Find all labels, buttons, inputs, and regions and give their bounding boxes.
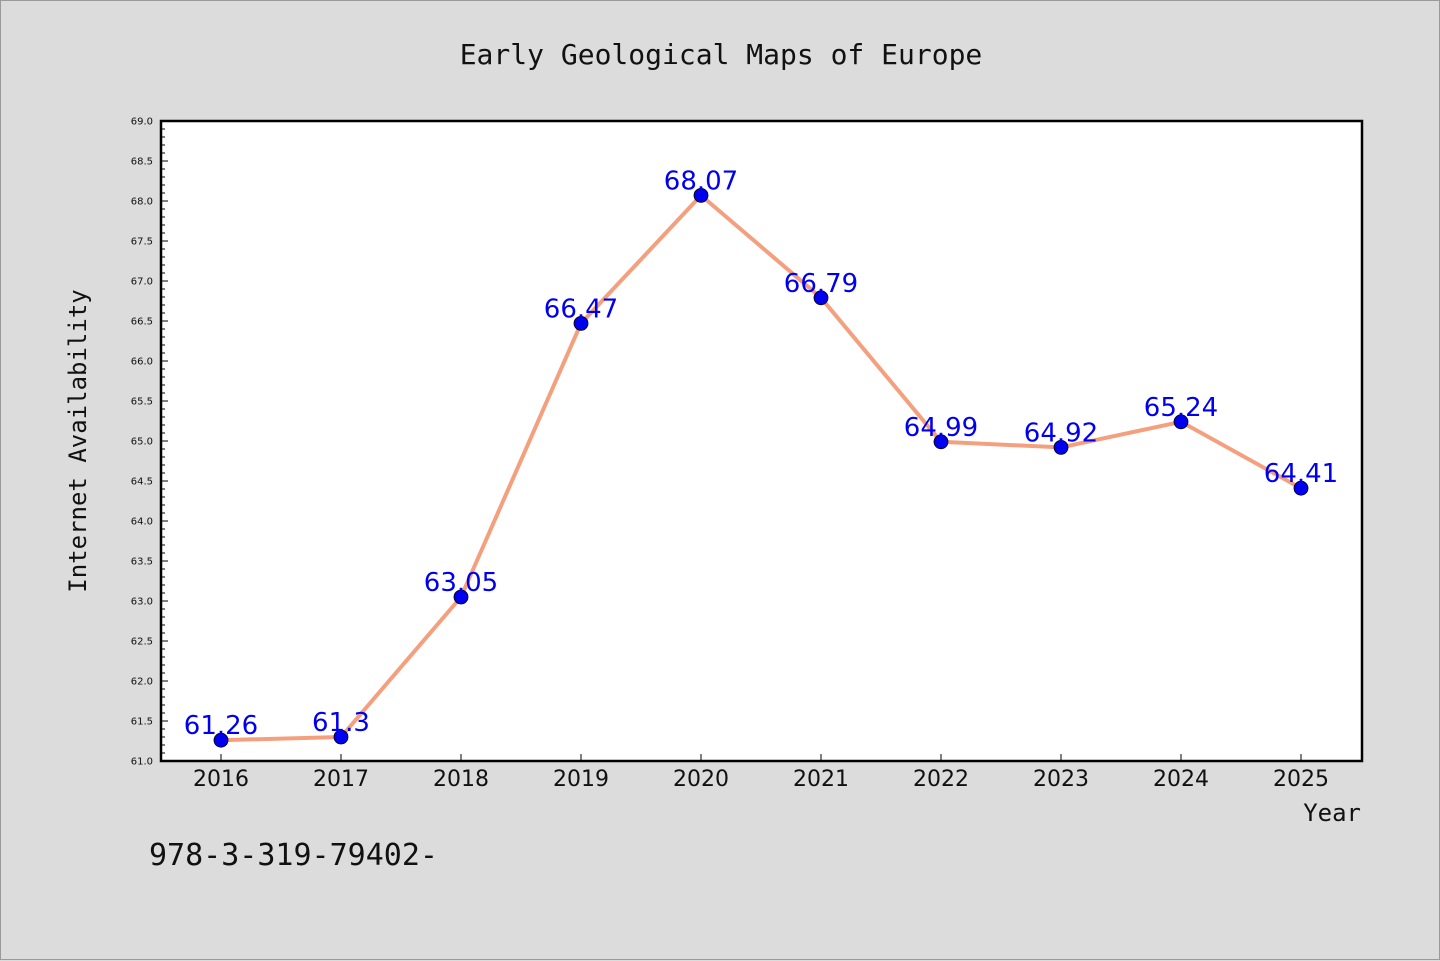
x-tick-label: 2022 bbox=[913, 767, 969, 792]
data-label: 66.79 bbox=[784, 269, 858, 299]
data-label: 64.41 bbox=[1264, 459, 1338, 489]
data-point bbox=[453, 589, 469, 605]
data-label: 61.3 bbox=[312, 708, 370, 738]
x-tick-label: 2023 bbox=[1033, 767, 1089, 792]
x-axis-ticks: 2016 2017 2018 2019 2020 2021 2022 2023 2024 2025 bbox=[193, 754, 1329, 792]
x-tick-label: 2025 bbox=[1273, 767, 1329, 792]
data-point bbox=[813, 290, 829, 306]
y-tick-label: 67.5 bbox=[131, 237, 153, 248]
x-tick-label: 2020 bbox=[673, 767, 729, 792]
y-tick-label: 61.0 bbox=[131, 757, 153, 768]
y-tick-label: 63.0 bbox=[131, 597, 153, 608]
data-point bbox=[933, 434, 949, 450]
y-tick-label: 65.5 bbox=[131, 397, 153, 408]
data-label: 61.26 bbox=[184, 711, 258, 741]
chart-title: Early Geological Maps of Europe bbox=[460, 38, 983, 71]
y-tick-label: 68.5 bbox=[131, 157, 153, 168]
data-label: 65.24 bbox=[1144, 393, 1218, 423]
y-axis-ticks: 61.0 61.5 62.0 62.5 63.0 63.5 64.0 64.5 65.0 65.5… bbox=[131, 117, 168, 768]
y-tick-label: 63.5 bbox=[131, 557, 153, 568]
y-tick-label: 62.0 bbox=[131, 677, 153, 688]
y-tick-label: 69.0 bbox=[131, 117, 153, 128]
y-axis-label: Internet Availability bbox=[64, 289, 92, 592]
data-point bbox=[1053, 439, 1069, 455]
y-tick-label: 66.5 bbox=[131, 317, 153, 328]
plot-area bbox=[159, 119, 1364, 763]
x-tick-label: 2021 bbox=[793, 767, 849, 792]
data-point bbox=[1293, 480, 1309, 496]
data-label: 63.05 bbox=[424, 568, 498, 598]
x-tick-label: 2018 bbox=[433, 767, 489, 792]
data-label: 68.07 bbox=[664, 166, 738, 196]
series-line bbox=[219, 193, 1303, 743]
series-layer: 61.26 61.3 63.05 66.47 68.07 66.79 64.99 64.92 6… bbox=[184, 166, 1338, 748]
data-point bbox=[213, 732, 229, 748]
footnote-isbn: 978-3-319-79402- bbox=[149, 838, 438, 873]
data-label: 66.47 bbox=[544, 294, 618, 324]
x-tick-label: 2017 bbox=[313, 767, 369, 792]
y-tick-label: 65.0 bbox=[131, 437, 153, 448]
data-point bbox=[693, 187, 709, 203]
data-label: 64.92 bbox=[1024, 418, 1098, 448]
y-tick-label: 64.5 bbox=[131, 477, 153, 488]
x-tick-label: 2016 bbox=[193, 767, 249, 792]
data-point bbox=[1173, 414, 1189, 430]
y-tick-label: 67.0 bbox=[131, 277, 153, 288]
y-tick-label: 66.0 bbox=[131, 357, 153, 368]
y-tick-label: 61.5 bbox=[131, 717, 153, 728]
data-point bbox=[573, 315, 589, 331]
x-tick-label: 2019 bbox=[553, 767, 609, 792]
y-tick-label: 64.0 bbox=[131, 517, 153, 528]
data-point bbox=[333, 729, 349, 745]
y-tick-label: 62.5 bbox=[131, 637, 153, 648]
y-tick-label: 68.0 bbox=[131, 197, 153, 208]
x-tick-label: 2024 bbox=[1153, 767, 1209, 792]
x-axis-label: Year bbox=[1303, 799, 1361, 827]
data-label: 64.99 bbox=[904, 413, 978, 443]
